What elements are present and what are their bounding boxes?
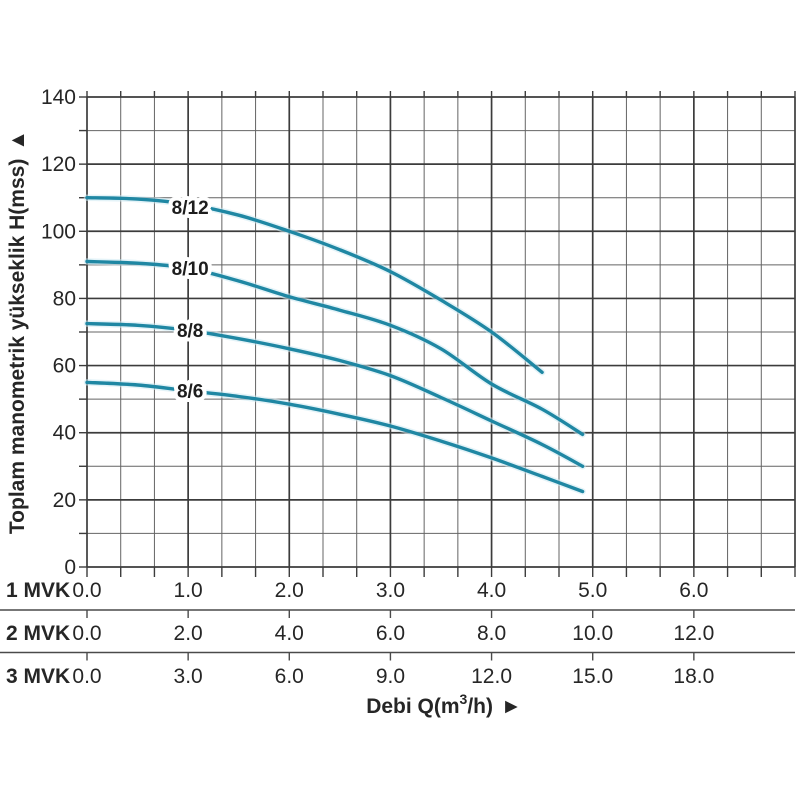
up-arrow-icon: ▲ xyxy=(6,130,29,151)
y-axis-title-text: Toplam manometrik yükseklik H(mss) xyxy=(6,159,29,534)
curve-inline-labels: 8/12 8/10 8/8 8/6 xyxy=(168,194,213,406)
curve-label-8/8: 8/8 xyxy=(177,321,203,342)
scale-value: 0.0 xyxy=(72,622,101,645)
scale-value: 4.0 xyxy=(477,579,506,602)
scale-value: 2.0 xyxy=(174,622,203,645)
pump-curve-8/8 xyxy=(85,321,585,468)
x-axis-title: Debi Q(m3/h) ► xyxy=(366,691,522,718)
scale-value: 12.0 xyxy=(471,665,512,688)
scale-value: 6.0 xyxy=(376,622,405,645)
scale-value: 5.0 xyxy=(578,579,607,602)
scale-value: 0.0 xyxy=(72,665,101,688)
scale-value: 6.0 xyxy=(275,665,304,688)
y-axis-tick-labels: 0 20 40 60 80 100 120 140 xyxy=(41,86,76,579)
scale-value: 1.0 xyxy=(174,579,203,602)
y-tick-label: 40 xyxy=(53,422,76,445)
scale-value: 10.0 xyxy=(572,622,613,645)
scale-value: 9.0 xyxy=(376,665,405,688)
y-tick-label: 20 xyxy=(53,489,76,512)
y-axis-title: Toplam manometrik yükseklik H(mss) ▲ xyxy=(6,130,29,534)
curve-label-8/6: 8/6 xyxy=(177,381,203,402)
scale-row-label-3-mvk: 3 MVK xyxy=(6,665,70,688)
scale-value: 6.0 xyxy=(679,579,708,602)
y-tick-label: 120 xyxy=(41,153,76,176)
scale-row-label-1-mvk: 1 MVK xyxy=(6,579,70,602)
x-axis-title-superscript: 3 xyxy=(460,691,468,707)
bottom-scale-rows: 1 MVK 0.0 1.0 2.0 3.0 4.0 5.0 6.02 MVK 0.0 2.0 4.0… xyxy=(0,579,795,688)
scale-row-label-2-mvk: 2 MVK xyxy=(6,622,70,645)
y-tick-label: 0 xyxy=(64,556,76,579)
axis-ticks xyxy=(79,91,796,577)
y-tick-label: 100 xyxy=(41,220,76,243)
scale-value: 18.0 xyxy=(673,665,714,688)
pump-curve-8/12 xyxy=(85,196,544,374)
scale-value: 3.0 xyxy=(376,579,405,602)
y-tick-label: 140 xyxy=(41,86,76,109)
scale-value: 15.0 xyxy=(572,665,613,688)
right-arrow-icon: ► xyxy=(501,695,522,718)
scale-value: 8.0 xyxy=(477,622,506,645)
scale-value: 3.0 xyxy=(174,665,203,688)
scale-value: 4.0 xyxy=(275,622,304,645)
x-axis-title-text: Debi Q(m xyxy=(366,695,459,718)
y-tick-label: 80 xyxy=(53,287,76,310)
pump-curves xyxy=(83,194,586,495)
curve-label-8/12: 8/12 xyxy=(172,198,209,219)
pump-curve-8/10 xyxy=(85,259,585,437)
x-axis-title-unit: /h) xyxy=(467,695,493,718)
scale-value: 2.0 xyxy=(275,579,304,602)
scale-value: 12.0 xyxy=(673,622,714,645)
pump-curve-8/6 xyxy=(85,380,585,494)
y-tick-label: 60 xyxy=(53,355,76,378)
scale-value: 0.0 xyxy=(72,579,101,602)
curve-label-8/10: 8/10 xyxy=(172,259,209,280)
pump-curve-glow-8/12 xyxy=(83,194,546,376)
